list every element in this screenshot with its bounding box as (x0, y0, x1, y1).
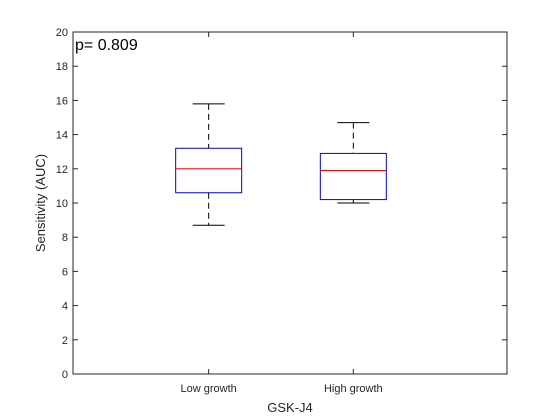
box-high-growth (319, 122, 387, 204)
y-tick-label: 0 (62, 369, 68, 381)
p-value-annotation: p= 0.809 (75, 37, 138, 54)
x-axis-ticks: Low growth High growth (181, 32, 383, 395)
box-low-growth (175, 103, 243, 226)
x-tick-label: Low growth (181, 383, 237, 395)
interquartile-box (175, 147, 243, 194)
y-tick-label: 14 (56, 130, 68, 142)
x-axis-title: GSK-J4 (267, 400, 313, 415)
y-axis-ticks: 0 2 4 6 8 10 12 14 16 18 20 (56, 27, 507, 381)
box-series (175, 103, 387, 226)
x-tick-label: High growth (324, 383, 383, 395)
y-tick-label: 4 (62, 301, 68, 313)
plot-area (72, 31, 508, 375)
interquartile-box (319, 152, 387, 201)
y-tick-label: 20 (56, 27, 68, 39)
y-tick-label: 2 (62, 335, 68, 347)
y-axis-title: Sensitivity (AUC) (33, 154, 48, 252)
y-tick-label: 18 (56, 61, 68, 73)
y-tick-label: 10 (56, 198, 68, 210)
y-tick-label: 12 (56, 164, 68, 176)
y-tick-label: 6 (62, 266, 68, 278)
y-tick-label: 8 (62, 232, 68, 244)
y-tick-label: 16 (56, 95, 68, 107)
